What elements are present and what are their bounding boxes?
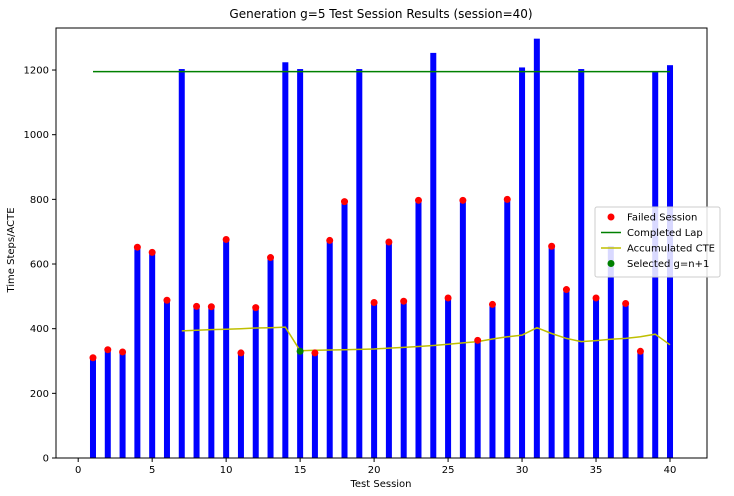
failed-session-point-6 xyxy=(163,296,171,304)
failed-session-point-20 xyxy=(370,298,378,306)
bar-7 xyxy=(178,69,185,458)
failed-session-point-35 xyxy=(592,294,600,302)
legend-box xyxy=(594,206,721,278)
legend-label-accumulated-cte: Accumulated CTE xyxy=(627,244,715,255)
y-tick-label-800: 800 xyxy=(30,195,49,206)
failed-session-point-13 xyxy=(267,254,275,262)
failed-session-point-37 xyxy=(622,299,630,307)
failed-session-point-25 xyxy=(444,294,452,302)
failed-session-point-8 xyxy=(193,302,201,310)
bar-32 xyxy=(548,246,555,458)
bar-14 xyxy=(282,62,289,458)
bar-11 xyxy=(237,352,244,458)
bar-26 xyxy=(459,200,466,458)
bar-17 xyxy=(326,240,333,458)
failed-session-point-27 xyxy=(474,336,482,344)
legend-label-completed-lap: Completed Lap xyxy=(627,228,703,239)
failed-session-point-22 xyxy=(400,297,408,305)
failed-session-point-3 xyxy=(119,348,127,356)
x-tick-label-40: 40 xyxy=(664,465,677,476)
failed-session-point-26 xyxy=(459,196,467,204)
bar-38 xyxy=(637,351,644,458)
failed-session-point-2 xyxy=(104,346,112,354)
bar-19 xyxy=(356,69,363,458)
x-tick-label-0: 0 xyxy=(75,465,81,476)
accumulated-cte-line xyxy=(181,326,671,352)
bar-20 xyxy=(371,302,378,458)
selected-g-n-1-point-15 xyxy=(296,347,304,355)
y-tick-label-1000: 1000 xyxy=(24,130,49,141)
bar-9 xyxy=(208,306,215,458)
legend-swatch-failed-session xyxy=(607,213,615,221)
failed-session-point-1 xyxy=(89,354,97,362)
y-tick-label-600: 600 xyxy=(30,260,49,271)
bar-13 xyxy=(267,257,274,458)
failed-session-point-11 xyxy=(237,349,245,357)
y-tick-label-400: 400 xyxy=(30,324,49,335)
x-tick-label-15: 15 xyxy=(294,465,307,476)
bar-22 xyxy=(400,301,407,458)
bar-36 xyxy=(607,246,614,458)
bar-8 xyxy=(193,306,200,458)
bar-27 xyxy=(474,340,481,458)
bar-5 xyxy=(149,252,156,458)
bar-37 xyxy=(622,303,629,458)
bar-3 xyxy=(119,351,126,458)
failed-session-point-10 xyxy=(222,235,230,243)
failed-session-point-16 xyxy=(311,349,319,357)
y-tick-label-200: 200 xyxy=(30,389,49,400)
y-tick-label-1200: 1200 xyxy=(24,66,49,77)
y-tick-label-0: 0 xyxy=(43,454,49,465)
bar-16 xyxy=(311,352,318,458)
bar-1 xyxy=(89,357,96,458)
bar-25 xyxy=(445,297,452,458)
bar-6 xyxy=(163,300,170,458)
bar-21 xyxy=(385,242,392,458)
failed-session-point-29 xyxy=(503,195,511,203)
legend-label-failed-session: Failed Session xyxy=(627,213,697,224)
bar-4 xyxy=(134,247,141,458)
x-tick-label-25: 25 xyxy=(442,465,455,476)
x-axis-label: Test Session xyxy=(349,479,411,490)
failed-session-point-38 xyxy=(636,347,644,355)
failed-session-point-12 xyxy=(252,304,260,312)
bar-31 xyxy=(533,38,540,458)
bar-12 xyxy=(252,307,259,458)
y-axis-label: Time Steps/ACTE xyxy=(6,207,17,293)
bar-33 xyxy=(563,289,570,458)
legend-swatch-selected-g-n-1 xyxy=(607,260,615,267)
bar-35 xyxy=(593,297,600,458)
failed-session-point-18 xyxy=(341,198,349,206)
failed-session-point-28 xyxy=(488,300,496,308)
x-tick-label-35: 35 xyxy=(590,465,603,476)
bar-18 xyxy=(341,201,348,458)
failed-session-point-5 xyxy=(148,248,156,256)
bar-34 xyxy=(578,69,585,458)
legend: Failed Session Completed Lap Accumulated C… xyxy=(594,206,721,278)
failed-session-point-17 xyxy=(326,236,334,244)
bar-28 xyxy=(489,304,496,458)
bar-10 xyxy=(223,239,230,458)
failed-session-point-4 xyxy=(133,243,141,251)
failed-session-point-9 xyxy=(207,303,215,311)
failed-session-point-21 xyxy=(385,238,393,246)
bar-2 xyxy=(104,349,111,458)
bar-23 xyxy=(415,200,422,458)
x-tick-label-20: 20 xyxy=(368,465,381,476)
bar-30 xyxy=(519,67,526,459)
bar-29 xyxy=(504,199,511,458)
bar-24 xyxy=(430,52,437,458)
x-tick-label-10: 10 xyxy=(220,465,233,476)
legend-label-selected-g-n-1: Selected g=n+1 xyxy=(627,259,709,270)
failed-session-point-23 xyxy=(414,196,422,204)
failed-session-point-33 xyxy=(562,286,570,294)
failed-session-point-32 xyxy=(548,242,556,250)
chart-title: Generation g=5 Test Session Results (ses… xyxy=(229,7,532,21)
bar-15 xyxy=(297,69,304,458)
x-tick-label-5: 5 xyxy=(149,465,155,476)
x-tick-label-30: 30 xyxy=(516,465,529,476)
